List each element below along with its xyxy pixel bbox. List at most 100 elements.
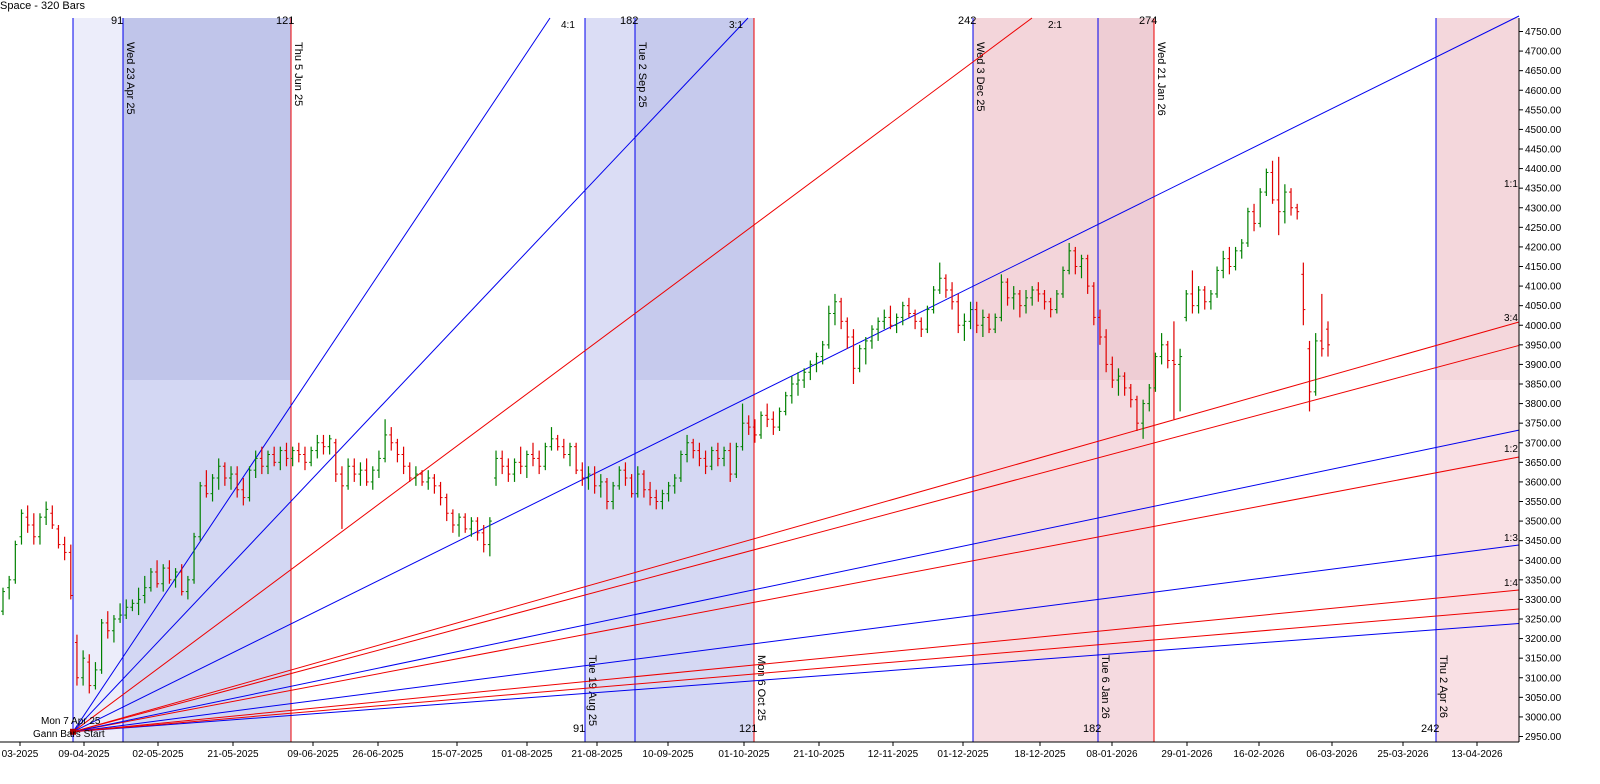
- gann-fan-line-0: [72, 17, 551, 733]
- gann-fan-label-7: 1:4: [1504, 578, 1518, 589]
- x-tick-label-14: 18-12-2025: [1014, 749, 1066, 760]
- gann-count-label-6: 182: [1083, 723, 1101, 735]
- gann-fan-line-3: [72, 15, 1520, 733]
- x-tick-label-18: 06-03-2026: [1306, 749, 1358, 760]
- x-tick-label-7: 01-08-2025: [501, 749, 553, 760]
- origin-start-label: Gann Bars Start: [33, 729, 105, 740]
- gann-fan-line-11: [72, 608, 1520, 733]
- y-tick-label-23: 4100.00: [1525, 282, 1562, 293]
- gann-fan-line-10: [72, 622, 1520, 733]
- gann-time-label-2: Tue 19 Aug 25: [586, 655, 598, 726]
- time-zone-2: [585, 18, 635, 742]
- y-tick-label-21: 4000.00: [1525, 321, 1562, 332]
- gann-count-label-5: 242: [958, 15, 976, 27]
- gann-fan-line-6: [72, 544, 1520, 733]
- y-tick-label-24: 4150.00: [1525, 262, 1562, 273]
- x-tick-label-15: 08-01-2026: [1086, 749, 1138, 760]
- y-tick-label-36: 4750.00: [1525, 27, 1562, 38]
- gann-fan-label-1: 3:1: [729, 20, 743, 31]
- y-tick-label-14: 3650.00: [1525, 458, 1562, 469]
- y-tick-label-0: 2950.00: [1525, 732, 1562, 743]
- y-tick-label-18: 3850.00: [1525, 380, 1562, 391]
- y-tick-label-1: 3000.00: [1525, 712, 1562, 723]
- y-tick-label-25: 4200.00: [1525, 242, 1562, 253]
- x-tick-label-1: 09-04-2025: [58, 749, 110, 760]
- x-tick-label-11: 21-10-2025: [793, 749, 845, 760]
- x-tick-label-17: 16-02-2026: [1233, 749, 1285, 760]
- gann-fan-line-1: [72, 17, 749, 733]
- y-tick-label-13: 3600.00: [1525, 477, 1562, 488]
- y-tick-label-7: 3300.00: [1525, 595, 1562, 606]
- x-tick-label-2: 02-05-2025: [132, 749, 184, 760]
- x-tick-label-8: 21-08-2025: [571, 749, 623, 760]
- gann-time-label-5: Wed 3 Dec 25: [974, 42, 986, 112]
- y-tick-label-26: 4250.00: [1525, 223, 1562, 234]
- y-tick-label-9: 3400.00: [1525, 556, 1562, 567]
- gann-origin-marker: [70, 728, 76, 735]
- y-tick-label-19: 3900.00: [1525, 360, 1562, 371]
- y-tick-label-35: 4700.00: [1525, 47, 1562, 58]
- x-tick-label-12: 12-11-2025: [868, 749, 919, 760]
- gann-fan-line-2: [72, 17, 1033, 733]
- time-zone-fade-0: [123, 380, 291, 742]
- gann-time-label-8: Thu 2 Apr 26: [1437, 655, 1449, 718]
- gann-time-label-7: Wed 21 Jan 26: [1155, 42, 1167, 116]
- y-tick-label-34: 4650.00: [1525, 66, 1562, 77]
- gann-count-label-0: 91: [111, 15, 123, 27]
- origin-date-label: Mon 7 Apr 25: [41, 716, 101, 727]
- chart-title: Space - 320 Bars: [0, 0, 85, 12]
- gann-count-label-2: 91: [573, 723, 585, 735]
- y-tick-label-10: 3450.00: [1525, 536, 1562, 547]
- time-zone-fade-1: [635, 380, 754, 742]
- y-tick-label-12: 3550.00: [1525, 497, 1562, 508]
- gann-fan-line-4: [72, 321, 1520, 733]
- gann-fan-line-9: [72, 344, 1520, 733]
- gann-fan-line-5: [72, 456, 1520, 733]
- y-tick-label-6: 3250.00: [1525, 615, 1562, 626]
- gann-fan-line-7: [72, 589, 1520, 733]
- gann-fan-line-8: [72, 429, 1520, 733]
- gann-fan-label-4: 3:4: [1504, 313, 1518, 324]
- gann-fan-label-2: 2:1: [1048, 20, 1062, 31]
- x-tick-label-6: 15-07-2025: [431, 749, 483, 760]
- y-tick-label-22: 4050.00: [1525, 301, 1562, 312]
- y-tick-label-20: 3950.00: [1525, 340, 1562, 351]
- x-tick-label-5: 26-06-2025: [352, 749, 404, 760]
- y-tick-label-8: 3350.00: [1525, 575, 1562, 586]
- x-tick-label-0: 03-2025: [2, 749, 39, 760]
- time-zone-0: [73, 18, 123, 742]
- y-tick-label-33: 4600.00: [1525, 86, 1562, 97]
- gann-count-label-8: 242: [1421, 723, 1439, 735]
- x-tick-label-10: 01-10-2025: [718, 749, 770, 760]
- gann-count-label-3: 182: [620, 15, 638, 27]
- x-tick-label-13: 01-12-2025: [937, 749, 989, 760]
- gann-fan-label-0: 4:1: [561, 20, 575, 31]
- gann-fan-label-5: 1:2: [1504, 444, 1518, 455]
- x-tick-label-9: 10-09-2025: [642, 749, 694, 760]
- gann-time-label-0: Wed 23 Apr 25: [124, 42, 136, 115]
- gann-count-label-7: 274: [1139, 15, 1157, 27]
- y-tick-label-17: 3800.00: [1525, 399, 1562, 410]
- gann-time-label-6: Tue 6 Jan 26: [1099, 655, 1111, 719]
- x-tick-label-19: 25-03-2026: [1377, 749, 1429, 760]
- gann-fan-label-3: 1:1: [1504, 179, 1518, 190]
- y-tick-label-32: 4550.00: [1525, 105, 1562, 116]
- y-tick-label-5: 3200.00: [1525, 634, 1562, 645]
- y-axis-panel: [1520, 18, 1600, 742]
- y-tick-label-15: 3700.00: [1525, 438, 1562, 449]
- y-tick-label-4: 3150.00: [1525, 654, 1562, 665]
- x-tick-label-4: 09-06-2025: [287, 749, 339, 760]
- y-tick-label-28: 4350.00: [1525, 184, 1562, 195]
- gann-count-label-1: 121: [276, 15, 294, 27]
- gann-count-label-4: 121: [739, 723, 757, 735]
- gann-time-label-1: Thu 5 Jun 25: [292, 42, 304, 106]
- y-tick-label-29: 4400.00: [1525, 164, 1562, 175]
- gann-time-label-3: Tue 2 Sep 25: [636, 42, 648, 108]
- y-tick-label-31: 4500.00: [1525, 125, 1562, 136]
- y-tick-label-27: 4300.00: [1525, 203, 1562, 214]
- y-tick-label-30: 4450.00: [1525, 145, 1562, 156]
- y-tick-label-16: 3750.00: [1525, 419, 1562, 430]
- x-tick-label-16: 29-01-2026: [1161, 749, 1213, 760]
